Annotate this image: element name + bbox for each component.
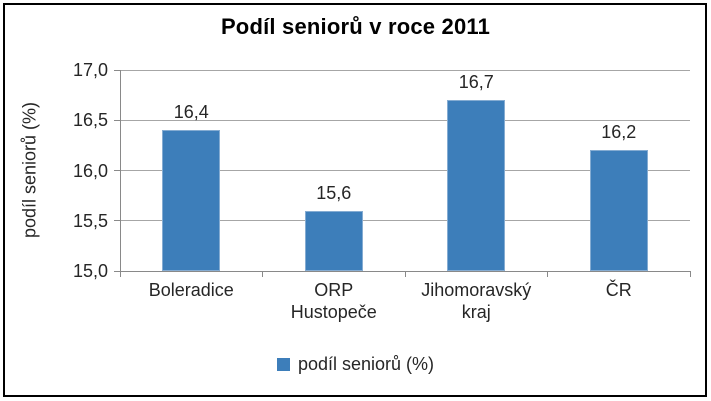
y-axis-tick bbox=[114, 69, 120, 71]
bar-value-label: 16,4 bbox=[173, 102, 209, 123]
y-axis-tick bbox=[114, 220, 120, 222]
y-axis-tick-label: 15,0 bbox=[72, 261, 108, 281]
y-axis-title: podíl seniorů (%) bbox=[19, 101, 40, 239]
y-axis-tick-label: 17,0 bbox=[72, 60, 108, 80]
x-axis-tick bbox=[404, 271, 406, 277]
y-axis-tick bbox=[114, 170, 120, 171]
x-axis-category-label: Jihomoravský kraj bbox=[421, 280, 532, 322]
bar-value-label: 16,7 bbox=[458, 72, 494, 93]
y-axis-tick-label: 16,0 bbox=[72, 160, 108, 181]
y-axis-line bbox=[120, 70, 121, 271]
legend-series-swatch-icon bbox=[276, 357, 290, 371]
y-axis-tick-label: 16,5 bbox=[72, 110, 108, 131]
x-axis-tick bbox=[262, 271, 263, 277]
bar--r bbox=[589, 150, 648, 271]
bar-value-label: 16,2 bbox=[601, 122, 637, 143]
bar-boleradice bbox=[162, 130, 221, 271]
gridline bbox=[120, 69, 690, 71]
gridline bbox=[120, 119, 690, 121]
x-axis-line bbox=[114, 271, 690, 272]
chart-title: Podíl seniorů v roce 2011 bbox=[220, 14, 491, 39]
bar-value-label: 15,6 bbox=[316, 182, 352, 203]
x-axis-category-label: Boleradice bbox=[148, 280, 234, 300]
legend-series-label: podíl seniorů (%) bbox=[297, 353, 435, 374]
x-axis-tick bbox=[547, 271, 548, 277]
x-axis-category-label: ČR bbox=[605, 280, 632, 300]
x-axis-tick bbox=[119, 271, 121, 277]
legend: podíl seniorů (%) bbox=[0, 350, 711, 378]
bar-jihomoravsk-kraj bbox=[447, 100, 506, 271]
gridline bbox=[120, 170, 690, 171]
y-axis-tick-label: 15,5 bbox=[72, 210, 108, 231]
x-axis-tick bbox=[689, 271, 691, 277]
x-axis-category-label: ORP Hustopeče bbox=[290, 280, 377, 322]
y-axis-tick bbox=[114, 119, 120, 121]
bar-orp-hustope-e bbox=[304, 210, 363, 271]
gridline bbox=[120, 220, 690, 222]
